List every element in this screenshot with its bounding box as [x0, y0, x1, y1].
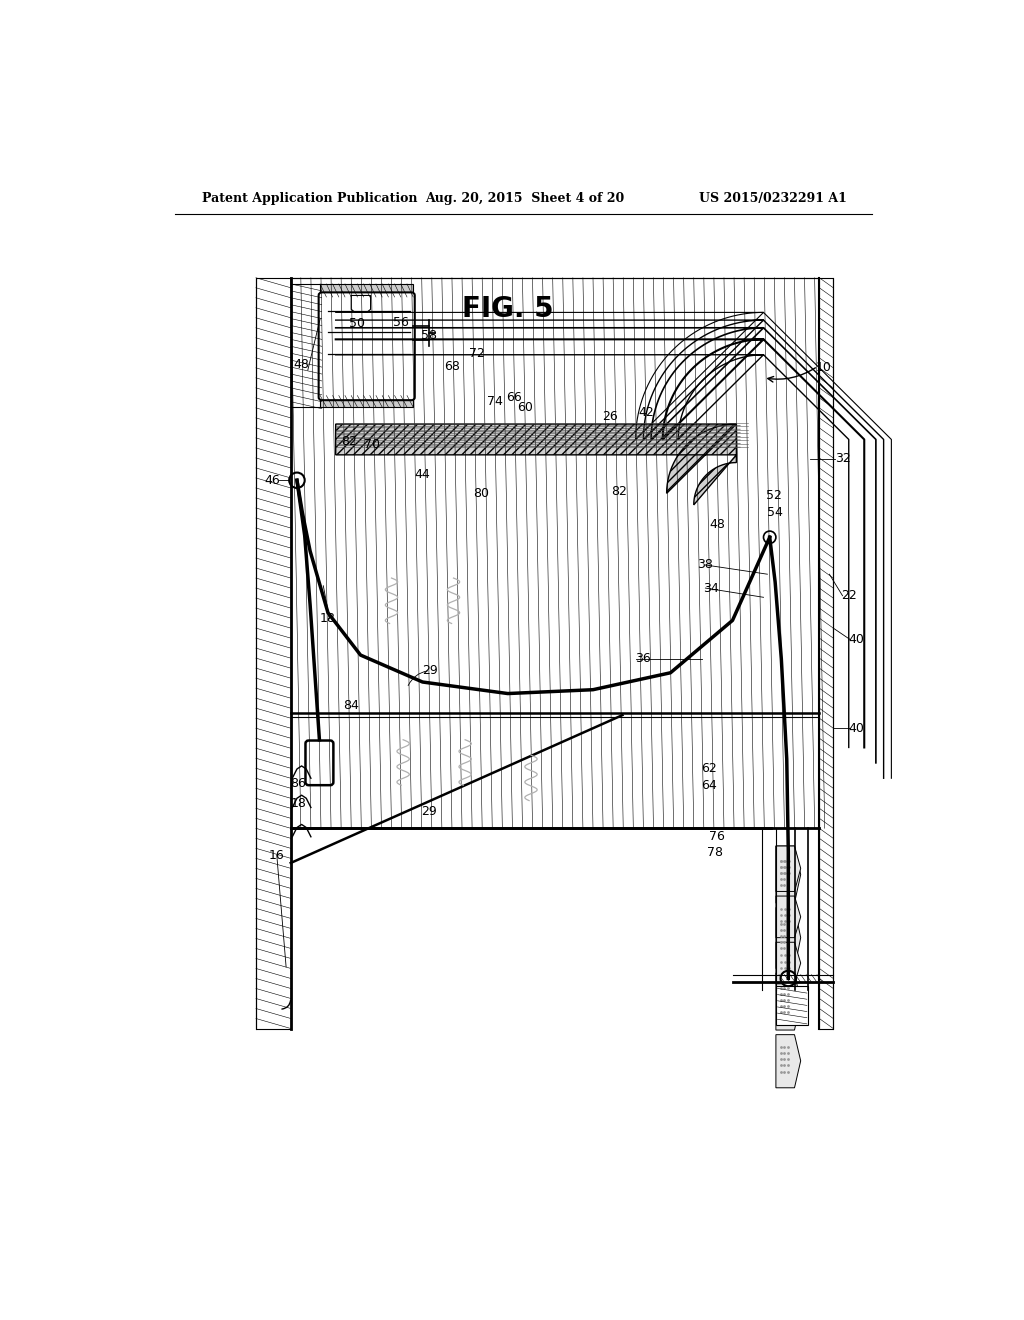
Circle shape [764, 531, 776, 544]
FancyBboxPatch shape [318, 293, 415, 400]
Text: 32: 32 [835, 453, 850, 465]
Polygon shape [321, 284, 414, 297]
Text: 64: 64 [701, 779, 717, 792]
Text: 82: 82 [341, 436, 356, 449]
Text: 58: 58 [421, 329, 436, 342]
Text: FIG. 5: FIG. 5 [462, 294, 554, 322]
Text: 48: 48 [294, 358, 309, 371]
Polygon shape [776, 846, 801, 903]
Circle shape [780, 970, 796, 986]
Polygon shape [291, 284, 322, 407]
Text: 26: 26 [602, 409, 617, 422]
Polygon shape [776, 846, 801, 891]
Polygon shape [776, 973, 801, 1030]
Text: 38: 38 [697, 558, 714, 572]
Text: 29: 29 [422, 664, 438, 677]
Text: 40: 40 [849, 634, 864, 647]
Polygon shape [776, 908, 801, 969]
Text: 18: 18 [291, 797, 306, 810]
Text: 16: 16 [269, 849, 285, 862]
Text: 76: 76 [709, 829, 725, 842]
Text: 48: 48 [709, 517, 725, 531]
Polygon shape [336, 424, 736, 506]
Text: 52: 52 [766, 490, 782, 502]
Text: 54: 54 [767, 506, 783, 519]
FancyBboxPatch shape [305, 741, 334, 785]
Text: US 2015/0232291 A1: US 2015/0232291 A1 [699, 191, 847, 205]
Text: 60: 60 [517, 401, 532, 414]
Text: 29: 29 [421, 805, 436, 818]
Text: 82: 82 [611, 484, 628, 498]
Text: 72: 72 [469, 347, 484, 360]
Text: 78: 78 [708, 846, 723, 859]
Text: 70: 70 [365, 437, 380, 450]
Text: 18: 18 [321, 612, 336, 626]
Text: 66: 66 [506, 391, 522, 404]
Polygon shape [819, 277, 834, 1028]
Circle shape [289, 473, 305, 488]
Text: 34: 34 [702, 582, 719, 594]
Text: 86: 86 [291, 777, 306, 791]
Text: 62: 62 [701, 762, 717, 775]
Text: 44: 44 [415, 467, 430, 480]
Polygon shape [321, 396, 414, 407]
Text: 68: 68 [444, 360, 460, 372]
Polygon shape [256, 277, 291, 1028]
Polygon shape [291, 277, 819, 829]
Text: 42: 42 [639, 407, 654, 418]
Text: 74: 74 [487, 395, 503, 408]
Text: 56: 56 [393, 315, 409, 329]
Text: 50: 50 [348, 317, 365, 330]
Text: 36: 36 [636, 652, 651, 665]
Text: 46: 46 [264, 474, 280, 487]
Text: 40: 40 [849, 722, 864, 735]
Text: 84: 84 [343, 698, 359, 711]
Text: 80: 80 [473, 487, 488, 500]
Text: 10: 10 [815, 362, 831, 375]
Text: Patent Application Publication: Patent Application Publication [202, 191, 417, 205]
Polygon shape [776, 1035, 801, 1088]
Polygon shape [776, 942, 801, 983]
Text: Aug. 20, 2015  Sheet 4 of 20: Aug. 20, 2015 Sheet 4 of 20 [425, 191, 625, 205]
Polygon shape [351, 296, 371, 313]
Polygon shape [776, 896, 801, 937]
Text: 22: 22 [841, 589, 857, 602]
Polygon shape [776, 986, 809, 1024]
